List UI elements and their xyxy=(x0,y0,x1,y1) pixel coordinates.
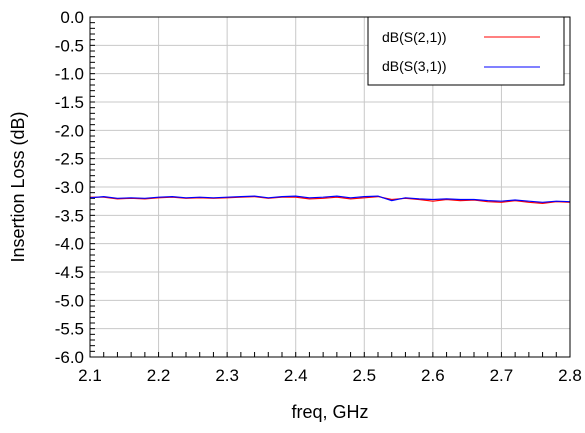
y-tick-label: -2.0 xyxy=(55,121,84,140)
y-tick-label: -4.0 xyxy=(55,235,84,254)
x-tick-label: 2.5 xyxy=(352,366,376,385)
x-tick-label: 2.3 xyxy=(215,366,239,385)
series-line-s31 xyxy=(89,195,571,203)
x-tick-label: 2.2 xyxy=(147,366,171,385)
x-tick-label: 2.8 xyxy=(558,366,582,385)
x-tick-labels: 2.1 2.2 2.3 2.4 2.5 2.6 2.7 2.8 xyxy=(78,366,582,385)
y-tick-labels: 0.0 -0.5 -1.0 -1.5 -2.0 -2.5 -3.0 -3.5 -4.0 -4.5 -… xyxy=(55,8,84,367)
x-tick-label: 2.4 xyxy=(284,366,308,385)
x-axis-title: freq, GHz xyxy=(291,402,368,422)
minor-ticks xyxy=(89,16,571,358)
x-tick-label: 2.7 xyxy=(490,366,514,385)
plot-frame xyxy=(89,16,571,358)
legend-box xyxy=(367,16,565,86)
y-tick-label: -1.0 xyxy=(55,65,84,84)
y-tick-label: -1.5 xyxy=(55,93,84,112)
legend-label-s31: dB(S(3,1)) xyxy=(382,58,447,74)
y-tick-label: -5.0 xyxy=(55,291,84,310)
legend-label-s21: dB(S(2,1)) xyxy=(382,29,447,45)
y-tick-label: -3.0 xyxy=(55,178,84,197)
legend: dB(S(2,1)) dB(S(3,1)) xyxy=(367,16,565,86)
y-axis-title: Insertion Loss (dB) xyxy=(8,111,28,262)
y-tick-label: -4.5 xyxy=(55,263,84,282)
x-tick-label: 2.1 xyxy=(78,366,102,385)
y-tick-label: -5.5 xyxy=(55,320,84,339)
y-tick-label: -2.5 xyxy=(55,150,84,169)
series-layer xyxy=(89,195,571,205)
y-tick-label: -0.5 xyxy=(55,36,84,55)
y-tick-label: -6.0 xyxy=(55,348,84,367)
y-tick-label: -3.5 xyxy=(55,206,84,225)
y-tick-label: 0.0 xyxy=(60,8,84,27)
x-tick-label: 2.6 xyxy=(421,366,445,385)
